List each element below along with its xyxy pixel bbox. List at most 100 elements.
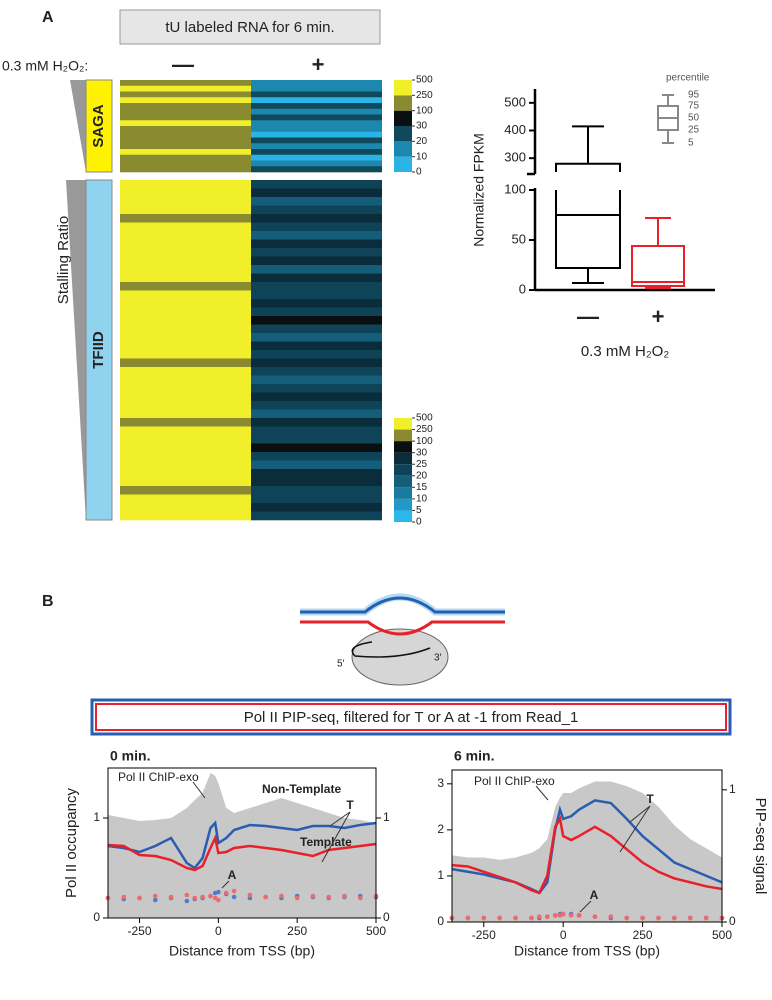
- dot: [184, 898, 190, 904]
- colorbar-tick-label: 20: [416, 136, 428, 147]
- heatmap-cell: [251, 324, 382, 334]
- heatmap-cell: [251, 256, 382, 266]
- y-tick-label: 3: [437, 776, 444, 790]
- heatmap-cell: [120, 282, 251, 291]
- dot: [192, 895, 198, 901]
- heatmap-cell: [251, 452, 382, 461]
- dot: [326, 894, 332, 900]
- heatmap-cell: [251, 409, 382, 419]
- heatmap-cell: [251, 435, 382, 444]
- heatmap-cell: [120, 452, 251, 461]
- heatmap-cell: [120, 180, 251, 189]
- dot: [529, 915, 534, 921]
- heatmap-cell: [120, 248, 251, 257]
- dot: [279, 893, 284, 899]
- colorbar-band: [394, 418, 412, 430]
- heatmap-cell: [120, 97, 251, 104]
- heatmap-cell: [251, 460, 382, 470]
- heatmap-cell: [120, 435, 251, 444]
- series-label: Non-Template: [262, 782, 341, 796]
- colorbar-band: [394, 429, 412, 442]
- colorbar-tick-label: 10: [416, 151, 428, 162]
- heatmap-cell: [251, 85, 382, 92]
- heatmap-cell: [251, 97, 382, 104]
- rna: [351, 641, 431, 658]
- colorbar-tick-label: 500: [416, 75, 433, 86]
- heatmap-cell: [120, 494, 251, 504]
- heatmap-cell: [120, 392, 251, 402]
- y2-tick-label: 1: [383, 810, 390, 824]
- dot: [465, 915, 471, 921]
- heatmap-cell: [120, 214, 251, 223]
- banner-frame: [90, 698, 732, 736]
- dot: [640, 915, 645, 921]
- dot: [513, 915, 518, 921]
- heatmap-cell: [120, 443, 251, 453]
- box: [631, 245, 685, 287]
- banner-frame-inner: [95, 703, 727, 731]
- heatmap-cell: [120, 350, 251, 359]
- colorbar-tick-label: 250: [416, 90, 433, 101]
- heatmap-cell: [120, 384, 251, 393]
- colorbar-tick-label: 10: [416, 494, 428, 505]
- heatmap-cell: [120, 418, 251, 427]
- heatmap-cell: [120, 205, 251, 215]
- heatmap-cell: [251, 426, 382, 436]
- y2-tick-label: 0: [383, 910, 390, 924]
- y-tick-label: 1: [93, 810, 100, 824]
- heatmap-cell: [120, 367, 251, 376]
- colorbar-tick-label: 100: [416, 436, 433, 447]
- heatmap-cell: [251, 126, 382, 133]
- heatmap-cell: [120, 511, 251, 521]
- colorbar-band: [394, 110, 412, 126]
- colorbar-band: [394, 498, 412, 511]
- banner: Pol II PIP-seq, filtered for T or A at -…: [244, 709, 579, 726]
- colorbar-band: [394, 80, 412, 96]
- y2-tick-label: 1: [729, 782, 736, 796]
- x-axis-label: Distance from TSS (bp): [514, 943, 660, 959]
- plot-frame: [451, 769, 723, 923]
- five-prime: 5′: [337, 659, 345, 670]
- colorbar-band: [394, 95, 412, 111]
- heatmap-cell: [120, 108, 251, 115]
- dot: [544, 914, 550, 920]
- annotation-leader: [221, 880, 230, 889]
- heatmap-cell: [120, 222, 251, 232]
- y-tick-label: 500: [504, 94, 526, 109]
- dot: [568, 913, 574, 918]
- legend-label: 95: [688, 90, 700, 101]
- dot: [152, 893, 158, 899]
- heatmap-cell: [120, 307, 251, 317]
- heatmap-cell: [251, 341, 382, 351]
- column-label: +: [312, 52, 325, 77]
- legend-label: 5: [688, 138, 694, 149]
- colorbar-band: [394, 156, 412, 172]
- dot: [137, 895, 142, 901]
- heatmap-cell: [251, 222, 382, 232]
- heatmap-cell: [120, 324, 251, 334]
- column-label: —: [172, 52, 194, 77]
- heatmap-cell: [120, 80, 251, 87]
- heatmap-cell: [251, 131, 382, 138]
- area: [108, 773, 376, 918]
- heatmap-cell: [251, 401, 382, 410]
- heatmap-cell: [251, 392, 382, 402]
- x-tick-label: -250: [472, 928, 496, 942]
- chart-title: 0 min.: [110, 748, 150, 764]
- colorbar-tick-label: 20: [416, 470, 428, 481]
- heatmap-cell: [120, 137, 251, 144]
- y-tick-label: 400: [504, 122, 526, 137]
- annotation: A: [590, 888, 599, 902]
- dot: [608, 914, 614, 920]
- heatmap-cell: [251, 108, 382, 115]
- dot: [576, 913, 582, 918]
- annotation: A: [228, 868, 237, 882]
- heatmap-cell: [251, 231, 382, 240]
- heatmap-cell: [251, 154, 382, 161]
- heatmap-cell: [251, 197, 382, 206]
- heatmap-cell: [120, 341, 251, 351]
- x-tick-label: -250: [128, 924, 152, 938]
- series-line: [107, 834, 377, 872]
- heatmap-cell: [251, 188, 382, 198]
- heatmap-cell: [251, 503, 382, 512]
